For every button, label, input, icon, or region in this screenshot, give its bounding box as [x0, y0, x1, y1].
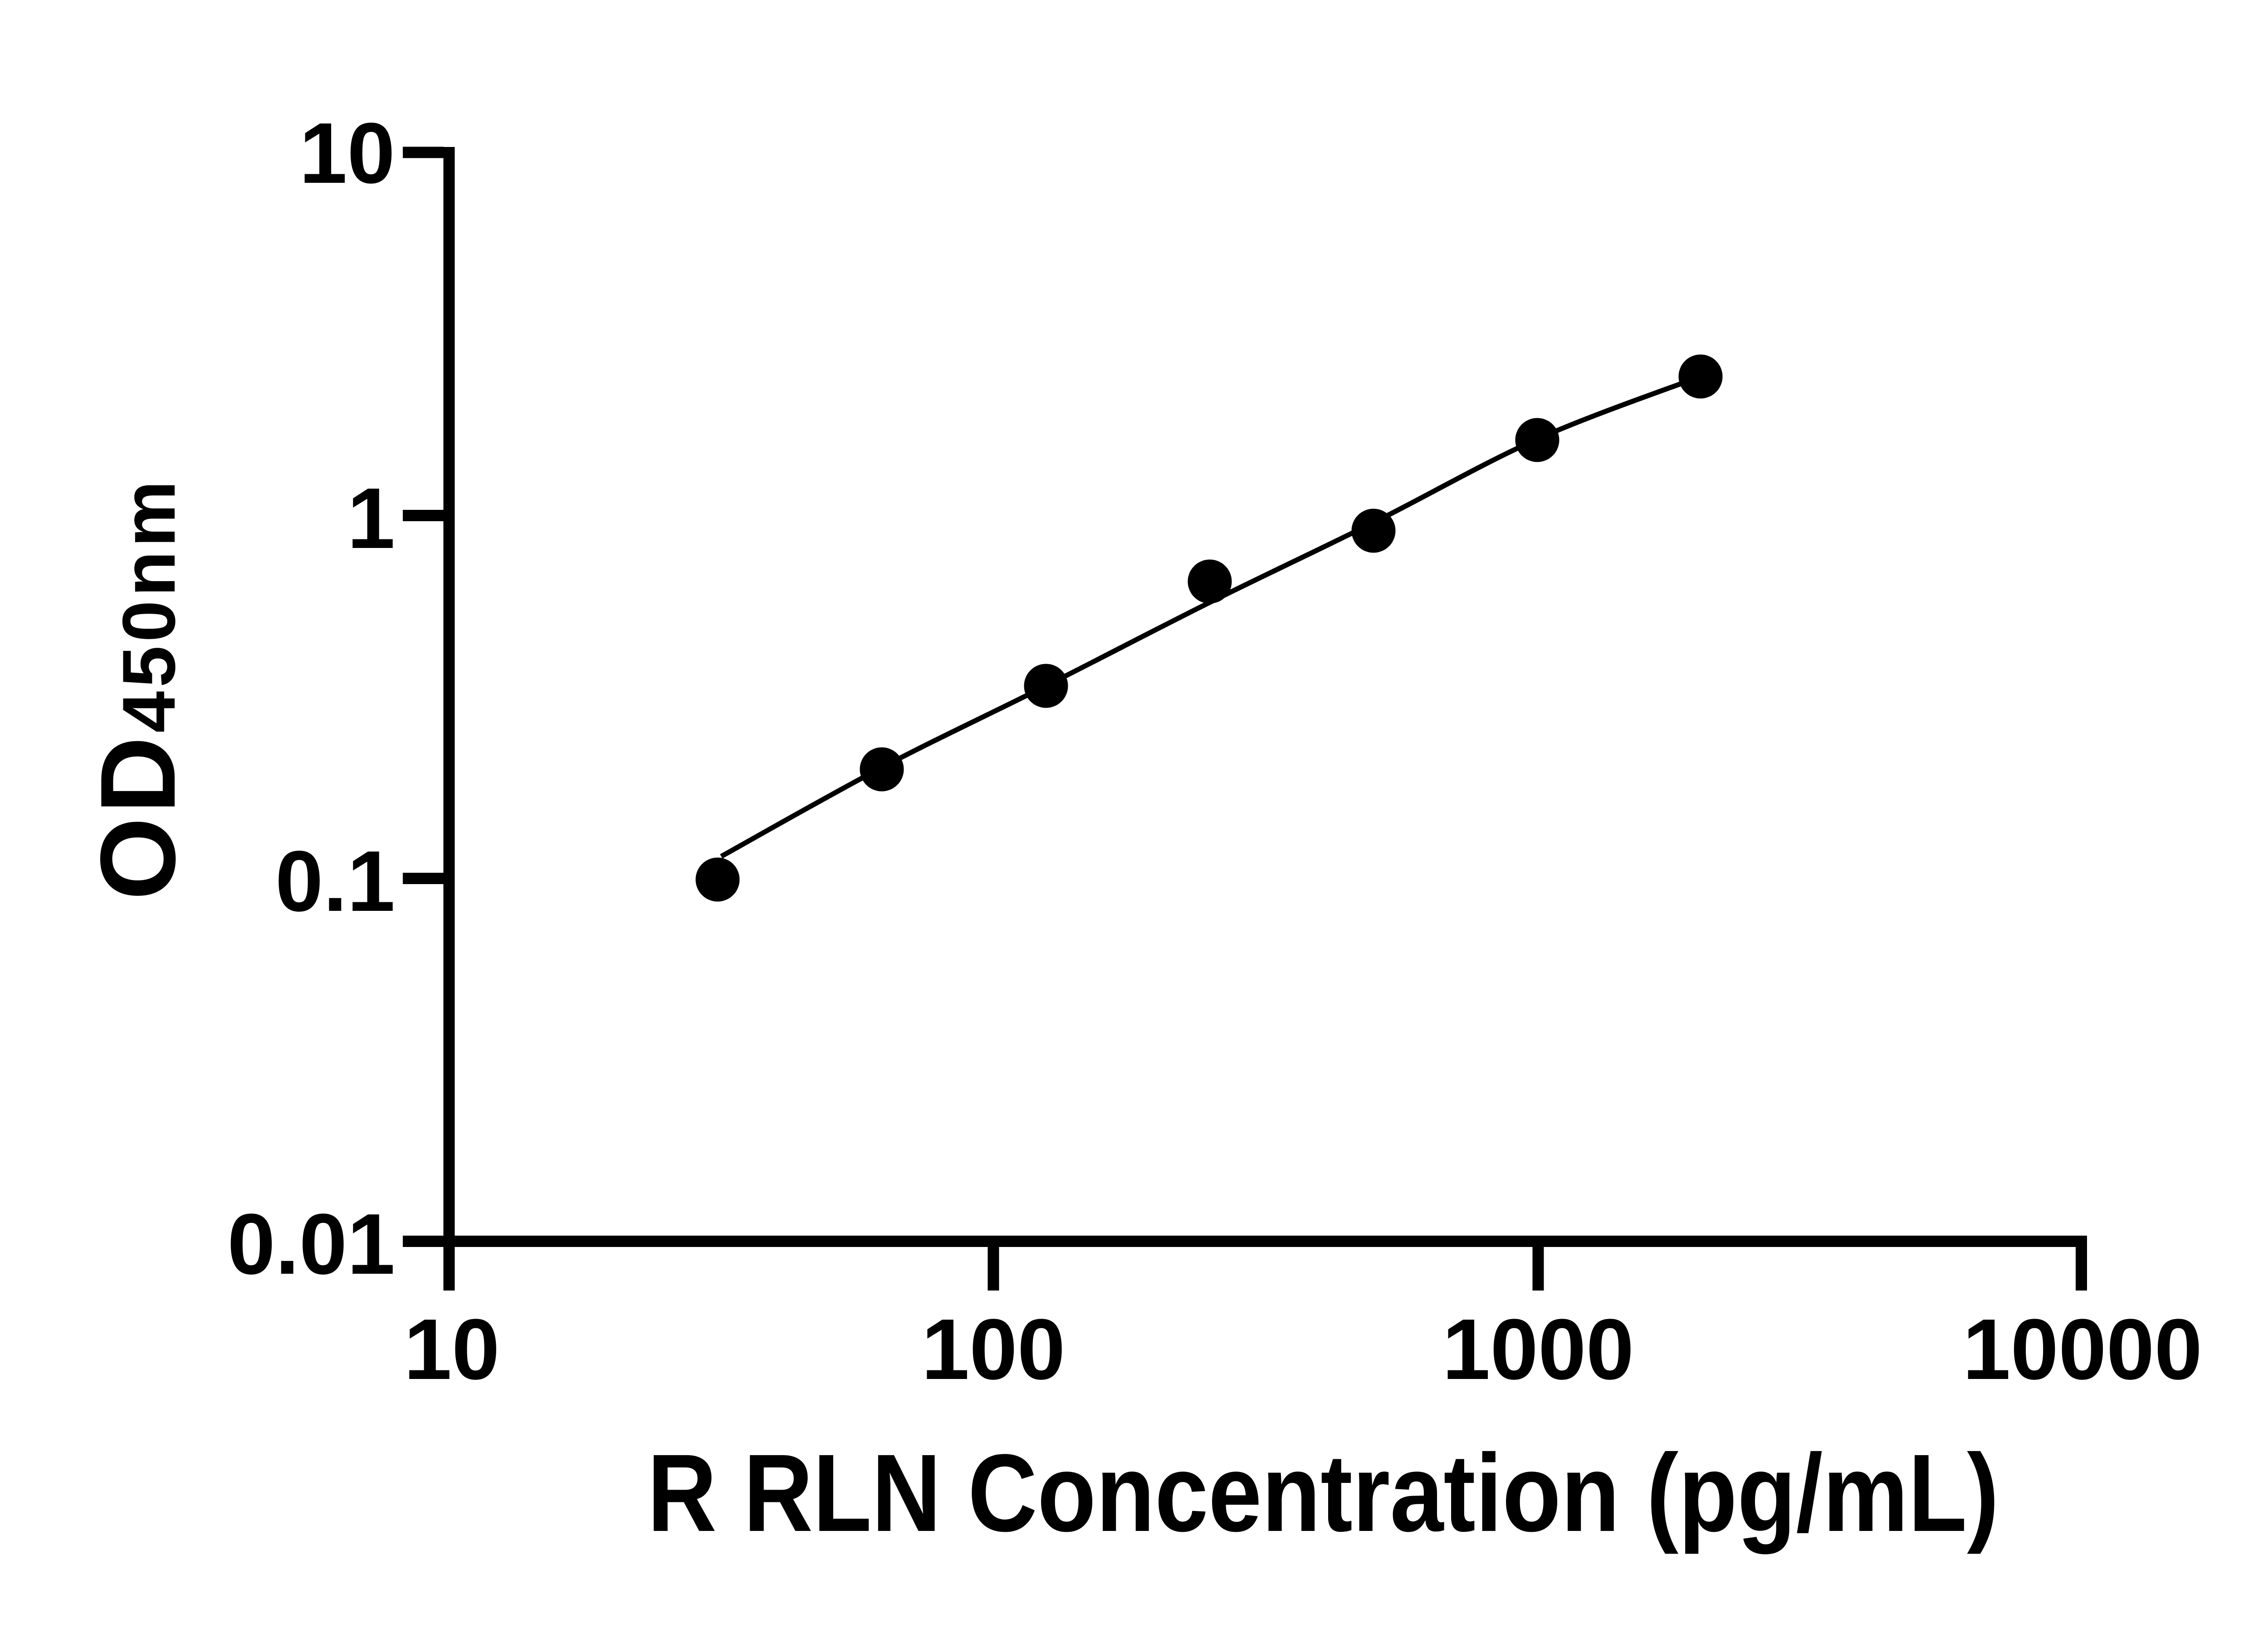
- svg-text:0.01: 0.01: [227, 1196, 395, 1292]
- svg-text:10000: 10000: [1963, 1301, 2202, 1398]
- svg-text:1000: 1000: [1442, 1301, 1634, 1398]
- svg-text:1: 1: [347, 470, 395, 567]
- svg-text:10: 10: [404, 1301, 499, 1398]
- svg-text:R RLN Concentration (pg/mL): R RLN Concentration (pg/mL): [647, 1432, 1999, 1555]
- svg-text:100: 100: [921, 1301, 1065, 1398]
- svg-text:10: 10: [299, 105, 395, 201]
- svg-text:0.1: 0.1: [275, 833, 395, 929]
